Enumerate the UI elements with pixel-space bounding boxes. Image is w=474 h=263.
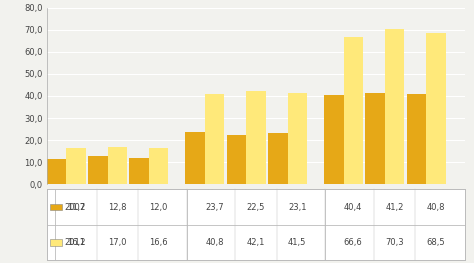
Bar: [365, 93, 385, 184]
Text: 16,2: 16,2: [67, 238, 85, 247]
Bar: [246, 91, 266, 184]
Bar: [205, 94, 224, 184]
Text: 2011: 2011: [64, 238, 85, 247]
Text: 66,6: 66,6: [344, 238, 363, 247]
Bar: [227, 135, 246, 184]
Text: 2007: 2007: [64, 203, 85, 212]
Bar: [185, 132, 205, 184]
Bar: [407, 94, 426, 184]
Text: Non-formal education: Non-formal education: [212, 210, 300, 220]
Text: 70,3: 70,3: [385, 238, 404, 247]
Text: 40,4: 40,4: [344, 203, 363, 212]
Bar: [66, 148, 86, 184]
Text: 41,2: 41,2: [385, 203, 404, 212]
Bar: [324, 95, 344, 184]
Text: 12,0: 12,0: [149, 203, 168, 212]
Bar: [149, 148, 168, 184]
Bar: [47, 159, 66, 184]
Bar: [129, 158, 149, 184]
Bar: [268, 133, 288, 184]
Bar: [108, 147, 127, 184]
Text: 22,5: 22,5: [247, 203, 265, 212]
Text: 17,0: 17,0: [108, 238, 127, 247]
Text: Informal learning: Informal learning: [360, 210, 429, 220]
Text: Formal education: Formal education: [82, 210, 153, 220]
Bar: [344, 37, 363, 184]
Bar: [426, 33, 446, 184]
Bar: [385, 29, 404, 184]
Text: 23,1: 23,1: [288, 203, 307, 212]
Text: 40,8: 40,8: [427, 203, 445, 212]
Bar: [88, 156, 108, 184]
Text: 11,2: 11,2: [67, 203, 85, 212]
Text: 68,5: 68,5: [427, 238, 445, 247]
Text: 12,8: 12,8: [108, 203, 127, 212]
Bar: [288, 93, 307, 184]
Text: 23,7: 23,7: [205, 203, 224, 212]
Text: 40,8: 40,8: [205, 238, 224, 247]
Text: 41,5: 41,5: [288, 238, 307, 247]
Text: 42,1: 42,1: [247, 238, 265, 247]
Text: 16,6: 16,6: [149, 238, 168, 247]
